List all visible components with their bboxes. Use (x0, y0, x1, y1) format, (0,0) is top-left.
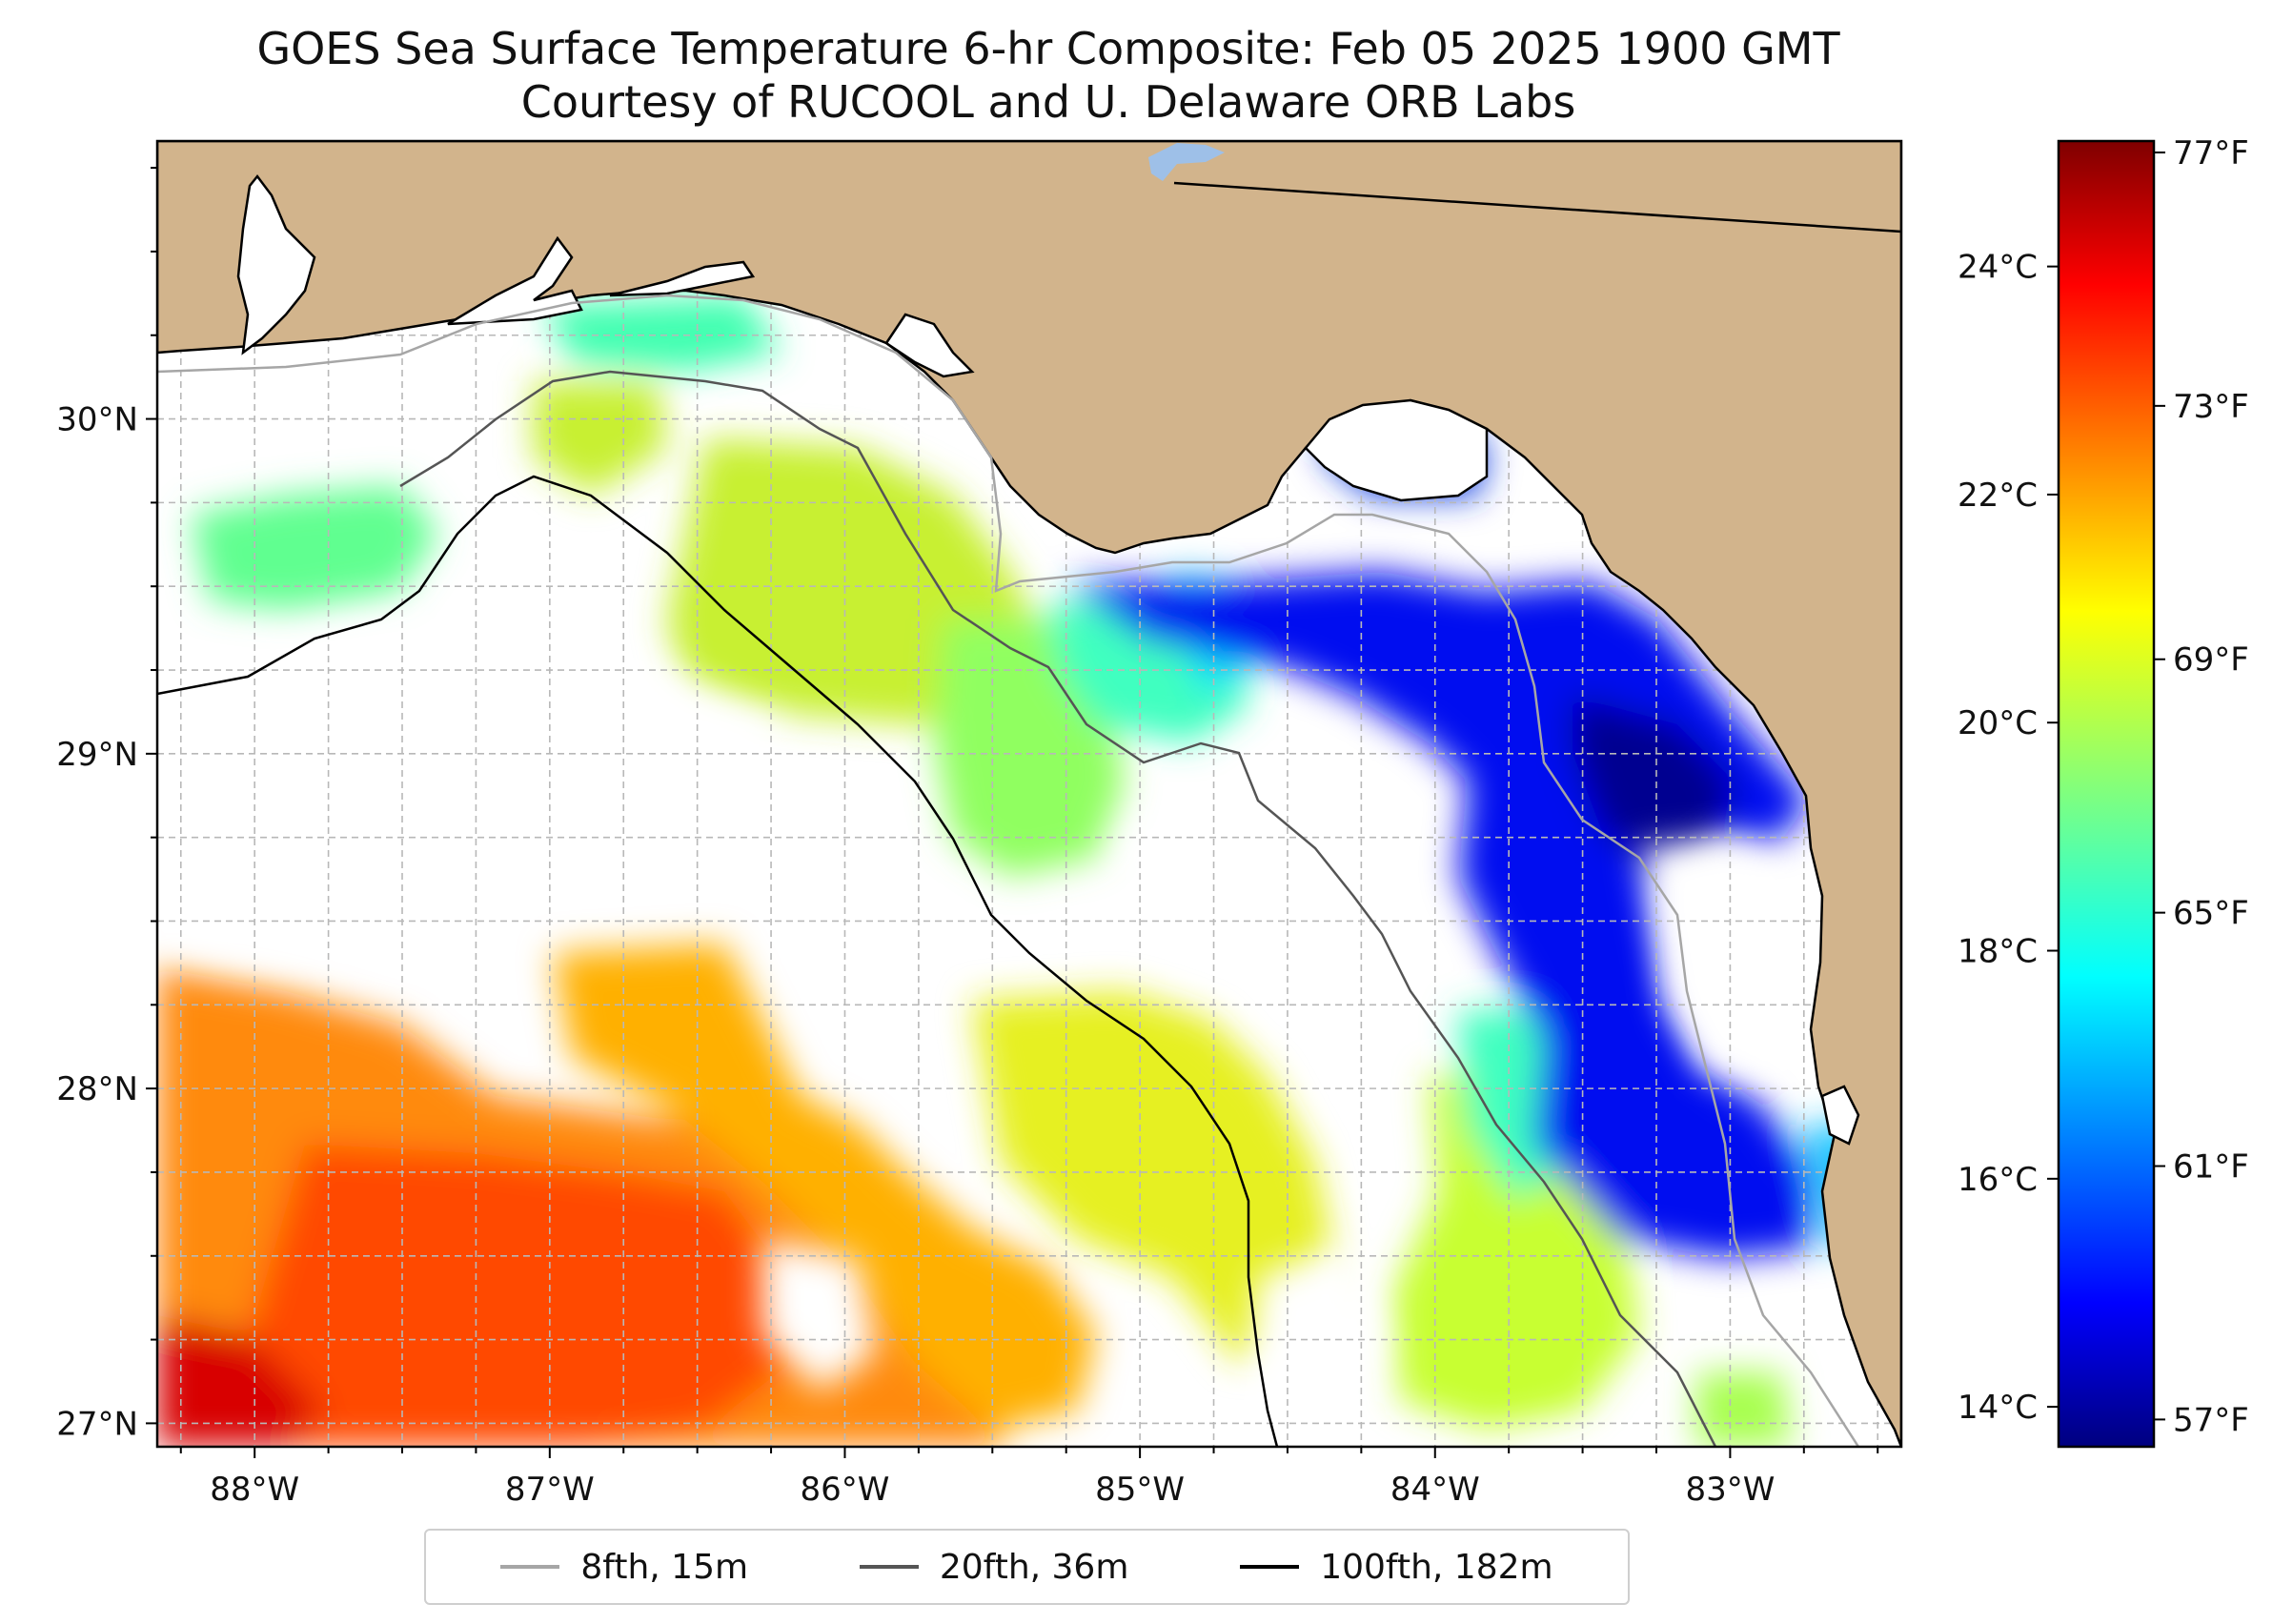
legend-label: 100fth, 182m (1320, 1547, 1553, 1587)
fahrenheit-tick-label: 65°F (2173, 895, 2249, 933)
fahrenheit-tick-label: 77°F (2173, 134, 2249, 173)
lat-tick-label: 28°N (56, 1070, 138, 1108)
tampa-bay (1820, 1085, 1860, 1146)
celsius-tick-label: 20°C (1958, 704, 2038, 742)
isobath-8fth-line (157, 294, 1860, 1447)
isobath-20fth-line (399, 370, 1717, 1447)
lat-tick-label: 30°N (56, 401, 138, 439)
map-axes (157, 141, 1901, 1447)
celsius-tick-label: 24°C (1958, 249, 2038, 287)
legend-swatch (500, 1565, 560, 1569)
colorbar: 14°C 16°C 18°C 20°C 22°C 24°C 57°F 61°F 65°F 69°… (1958, 134, 2249, 1449)
longitude-axis: 88°W 87°W 86°W 85°W 84°W 83°W (179, 1447, 1879, 1509)
fahrenheit-tick-label: 69°F (2173, 641, 2249, 680)
map-subtitle: Courtesy of RUCOOL and U. Delaware ORB L… (520, 76, 1576, 128)
lon-tick-label: 88°W (210, 1471, 299, 1509)
fahrenheit-tick-label: 73°F (2173, 388, 2249, 426)
st-andrew-bay (884, 313, 975, 378)
legend-item-20fth: 20fth, 36m (859, 1547, 1129, 1587)
legend-label: 20fth, 36m (939, 1547, 1129, 1587)
isobath-legend: 8fth, 15m 20fth, 36m 100fth, 182m (424, 1529, 1630, 1605)
state-border (1173, 181, 1901, 233)
fahrenheit-tick-label: 61°F (2173, 1148, 2249, 1187)
lon-tick-label: 86°W (801, 1471, 890, 1509)
apalachee-bay-water (1304, 398, 1489, 502)
legend-swatch (1240, 1565, 1300, 1569)
colorbar-fahrenheit-axis: 57°F 61°F 65°F 69°F 73°F 77°F (2154, 134, 2249, 1439)
lon-tick-label: 83°W (1685, 1471, 1775, 1509)
pensacola-bay (447, 235, 583, 326)
colorbar-celsius-axis: 14°C 16°C 18°C 20°C 22°C 24°C (1958, 249, 2059, 1427)
isobath-100fth-line (157, 475, 1279, 1447)
legend-item-100fth: 100fth, 182m (1240, 1547, 1553, 1587)
map-title: GOES Sea Surface Temperature 6-hr Compos… (256, 23, 1840, 74)
lon-tick-label: 87°W (505, 1471, 595, 1509)
lat-tick-label: 27°N (56, 1405, 138, 1443)
map-frame (155, 139, 1903, 1449)
lon-tick-label: 85°W (1095, 1471, 1185, 1509)
celsius-tick-label: 14°C (1958, 1389, 2038, 1427)
legend-label: 8fth, 15m (580, 1547, 749, 1587)
mobile-bay (236, 173, 316, 355)
latitude-axis: 30°N 29°N 28°N 27°N (56, 167, 157, 1443)
lon-tick-label: 84°W (1390, 1471, 1480, 1509)
cloud-gaps (157, 619, 1811, 1447)
fahrenheit-tick-label: 57°F (2173, 1401, 2249, 1439)
celsius-tick-label: 16°C (1958, 1161, 2038, 1199)
legend-item-8fth: 8fth, 15m (500, 1548, 748, 1587)
celsius-tick-label: 22°C (1958, 477, 2038, 515)
legend-swatch (859, 1565, 919, 1569)
colorbar-gradient (2057, 139, 2156, 1449)
lat-tick-label: 29°N (56, 736, 138, 774)
choctawhatchee-bay (609, 260, 756, 297)
celsius-tick-label: 18°C (1958, 933, 2038, 971)
lake (1148, 143, 1225, 181)
